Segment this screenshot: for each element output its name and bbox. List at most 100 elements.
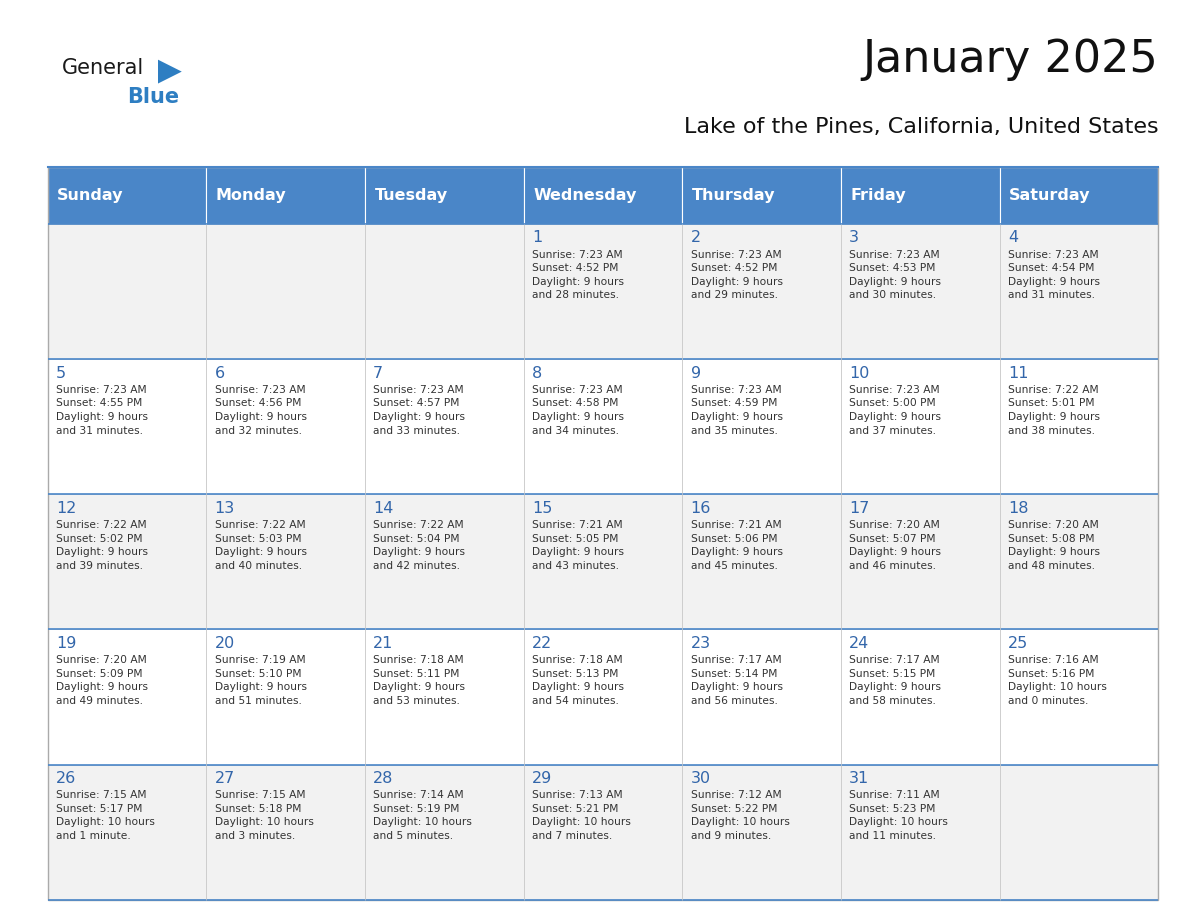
Bar [365, 494, 524, 630]
Bar [682, 765, 841, 900]
Text: Lake of the Pines, California, United States: Lake of the Pines, California, United St… [683, 117, 1158, 137]
Text: Sunrise: 7:13 AM
Sunset: 5:21 PM
Daylight: 10 hours
and 7 minutes.: Sunrise: 7:13 AM Sunset: 5:21 PM Dayligh… [532, 790, 631, 841]
Text: 25: 25 [1007, 636, 1028, 651]
Text: Sunrise: 7:16 AM
Sunset: 5:16 PM
Daylight: 10 hours
and 0 minutes.: Sunrise: 7:16 AM Sunset: 5:16 PM Dayligh… [1007, 655, 1107, 706]
Bar [524, 630, 682, 765]
Text: Sunrise: 7:23 AM
Sunset: 4:53 PM
Daylight: 9 hours
and 30 minutes.: Sunrise: 7:23 AM Sunset: 4:53 PM Dayligh… [849, 250, 941, 300]
Bar [682, 167, 841, 224]
Bar [682, 630, 841, 765]
Text: 2: 2 [690, 230, 701, 245]
Text: 16: 16 [690, 500, 710, 516]
Bar [999, 765, 1158, 900]
Bar [841, 765, 999, 900]
Text: 22: 22 [532, 636, 552, 651]
Text: 10: 10 [849, 365, 870, 381]
Text: Sunrise: 7:20 AM
Sunset: 5:07 PM
Daylight: 9 hours
and 46 minutes.: Sunrise: 7:20 AM Sunset: 5:07 PM Dayligh… [849, 520, 941, 571]
Bar [999, 494, 1158, 630]
Text: Monday: Monday [216, 188, 286, 203]
Text: 12: 12 [56, 500, 76, 516]
Bar [524, 494, 682, 630]
Text: Sunrise: 7:23 AM
Sunset: 5:00 PM
Daylight: 9 hours
and 37 minutes.: Sunrise: 7:23 AM Sunset: 5:00 PM Dayligh… [849, 385, 941, 436]
Bar [841, 359, 999, 494]
Text: Wednesday: Wednesday [533, 188, 637, 203]
Text: 3: 3 [849, 230, 859, 245]
Text: Sunrise: 7:19 AM
Sunset: 5:10 PM
Daylight: 9 hours
and 51 minutes.: Sunrise: 7:19 AM Sunset: 5:10 PM Dayligh… [215, 655, 307, 706]
Text: Friday: Friday [851, 188, 906, 203]
Text: 30: 30 [690, 771, 710, 786]
Bar [999, 224, 1158, 359]
Bar [841, 167, 999, 224]
Text: 19: 19 [56, 636, 76, 651]
Bar [365, 167, 524, 224]
Bar [207, 765, 365, 900]
Text: 26: 26 [56, 771, 76, 786]
Text: Sunrise: 7:20 AM
Sunset: 5:09 PM
Daylight: 9 hours
and 49 minutes.: Sunrise: 7:20 AM Sunset: 5:09 PM Dayligh… [56, 655, 147, 706]
Text: Sunrise: 7:18 AM
Sunset: 5:11 PM
Daylight: 9 hours
and 53 minutes.: Sunrise: 7:18 AM Sunset: 5:11 PM Dayligh… [373, 655, 466, 706]
Text: Sunrise: 7:21 AM
Sunset: 5:06 PM
Daylight: 9 hours
and 45 minutes.: Sunrise: 7:21 AM Sunset: 5:06 PM Dayligh… [690, 520, 783, 571]
Text: Sunrise: 7:23 AM
Sunset: 4:57 PM
Daylight: 9 hours
and 33 minutes.: Sunrise: 7:23 AM Sunset: 4:57 PM Dayligh… [373, 385, 466, 436]
Bar [207, 224, 365, 359]
Text: 17: 17 [849, 500, 870, 516]
Bar [365, 359, 524, 494]
Bar [841, 494, 999, 630]
Text: General: General [62, 58, 144, 78]
Text: Sunrise: 7:23 AM
Sunset: 4:52 PM
Daylight: 9 hours
and 29 minutes.: Sunrise: 7:23 AM Sunset: 4:52 PM Dayligh… [690, 250, 783, 300]
Text: 4: 4 [1007, 230, 1018, 245]
Text: Sunday: Sunday [57, 188, 124, 203]
Text: 13: 13 [215, 500, 235, 516]
Text: 1: 1 [532, 230, 542, 245]
Polygon shape [158, 60, 182, 84]
Text: Sunrise: 7:22 AM
Sunset: 5:03 PM
Daylight: 9 hours
and 40 minutes.: Sunrise: 7:22 AM Sunset: 5:03 PM Dayligh… [215, 520, 307, 571]
Text: Sunrise: 7:17 AM
Sunset: 5:14 PM
Daylight: 9 hours
and 56 minutes.: Sunrise: 7:17 AM Sunset: 5:14 PM Dayligh… [690, 655, 783, 706]
Bar [48, 167, 207, 224]
Text: 28: 28 [373, 771, 393, 786]
Bar [682, 494, 841, 630]
Bar [524, 167, 682, 224]
Bar [524, 765, 682, 900]
Bar [841, 630, 999, 765]
Text: 24: 24 [849, 636, 870, 651]
Bar [365, 224, 524, 359]
Text: Sunrise: 7:23 AM
Sunset: 4:52 PM
Daylight: 9 hours
and 28 minutes.: Sunrise: 7:23 AM Sunset: 4:52 PM Dayligh… [532, 250, 624, 300]
Bar [841, 224, 999, 359]
Bar [999, 630, 1158, 765]
Text: 27: 27 [215, 771, 235, 786]
Text: Tuesday: Tuesday [374, 188, 448, 203]
Text: Sunrise: 7:20 AM
Sunset: 5:08 PM
Daylight: 9 hours
and 48 minutes.: Sunrise: 7:20 AM Sunset: 5:08 PM Dayligh… [1007, 520, 1100, 571]
Bar [207, 359, 365, 494]
Bar [48, 494, 207, 630]
Text: 11: 11 [1007, 365, 1029, 381]
Bar [48, 167, 1158, 900]
Text: Saturday: Saturday [1009, 188, 1091, 203]
Text: 7: 7 [373, 365, 384, 381]
Bar [524, 359, 682, 494]
Bar [365, 765, 524, 900]
Bar [48, 359, 207, 494]
Text: Sunrise: 7:18 AM
Sunset: 5:13 PM
Daylight: 9 hours
and 54 minutes.: Sunrise: 7:18 AM Sunset: 5:13 PM Dayligh… [532, 655, 624, 706]
Text: 18: 18 [1007, 500, 1029, 516]
Text: 29: 29 [532, 771, 552, 786]
Text: 20: 20 [215, 636, 235, 651]
Text: 31: 31 [849, 771, 870, 786]
Bar [999, 359, 1158, 494]
Text: Sunrise: 7:23 AM
Sunset: 4:59 PM
Daylight: 9 hours
and 35 minutes.: Sunrise: 7:23 AM Sunset: 4:59 PM Dayligh… [690, 385, 783, 436]
Bar [682, 224, 841, 359]
Bar [207, 167, 365, 224]
Text: Sunrise: 7:22 AM
Sunset: 5:04 PM
Daylight: 9 hours
and 42 minutes.: Sunrise: 7:22 AM Sunset: 5:04 PM Dayligh… [373, 520, 466, 571]
Text: 14: 14 [373, 500, 393, 516]
Bar [48, 224, 207, 359]
Bar [48, 765, 207, 900]
Text: Sunrise: 7:21 AM
Sunset: 5:05 PM
Daylight: 9 hours
and 43 minutes.: Sunrise: 7:21 AM Sunset: 5:05 PM Dayligh… [532, 520, 624, 571]
Text: 15: 15 [532, 500, 552, 516]
Text: Sunrise: 7:15 AM
Sunset: 5:17 PM
Daylight: 10 hours
and 1 minute.: Sunrise: 7:15 AM Sunset: 5:17 PM Dayligh… [56, 790, 154, 841]
Text: Thursday: Thursday [691, 188, 776, 203]
Text: 21: 21 [373, 636, 393, 651]
Text: 8: 8 [532, 365, 542, 381]
Text: 5: 5 [56, 365, 67, 381]
Text: Sunrise: 7:12 AM
Sunset: 5:22 PM
Daylight: 10 hours
and 9 minutes.: Sunrise: 7:12 AM Sunset: 5:22 PM Dayligh… [690, 790, 790, 841]
Text: Sunrise: 7:23 AM
Sunset: 4:55 PM
Daylight: 9 hours
and 31 minutes.: Sunrise: 7:23 AM Sunset: 4:55 PM Dayligh… [56, 385, 147, 436]
Text: Sunrise: 7:23 AM
Sunset: 4:58 PM
Daylight: 9 hours
and 34 minutes.: Sunrise: 7:23 AM Sunset: 4:58 PM Dayligh… [532, 385, 624, 436]
Text: 9: 9 [690, 365, 701, 381]
Text: Sunrise: 7:15 AM
Sunset: 5:18 PM
Daylight: 10 hours
and 3 minutes.: Sunrise: 7:15 AM Sunset: 5:18 PM Dayligh… [215, 790, 314, 841]
Text: Sunrise: 7:11 AM
Sunset: 5:23 PM
Daylight: 10 hours
and 11 minutes.: Sunrise: 7:11 AM Sunset: 5:23 PM Dayligh… [849, 790, 948, 841]
